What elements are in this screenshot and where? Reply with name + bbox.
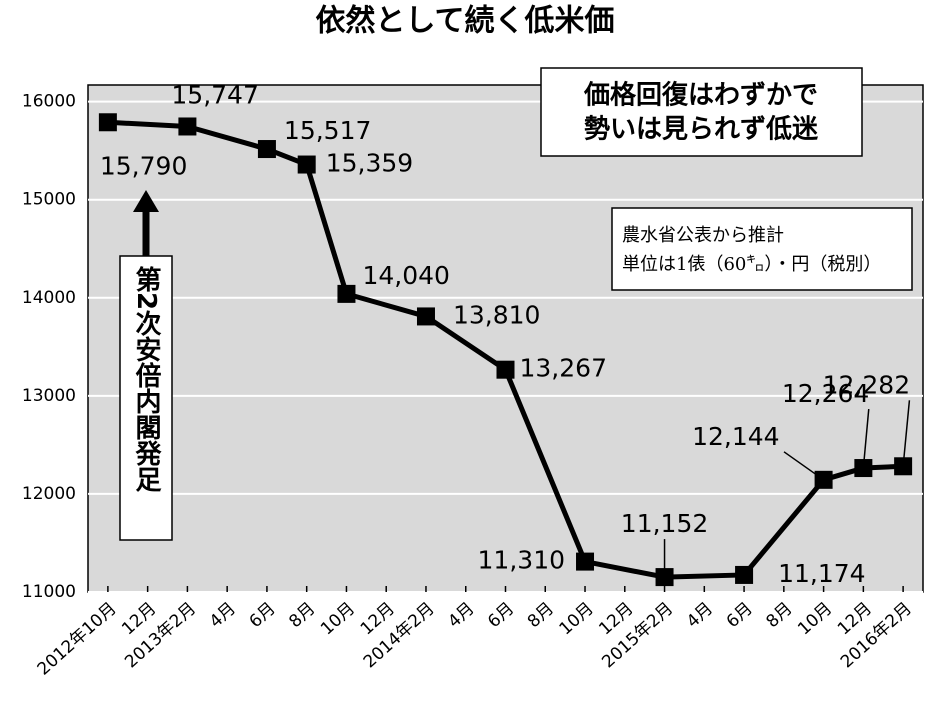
headline-box (540, 67, 863, 157)
value-label: 13,810 (453, 300, 540, 329)
point (496, 360, 515, 379)
note-box (611, 207, 913, 291)
event-label: 第2次安倍内閣発足 (131, 265, 162, 493)
point (98, 113, 117, 132)
x-tick-label: 10月 (794, 599, 836, 640)
x-tick-label: 6月 (246, 599, 280, 632)
y-tick-label: 14000 (22, 288, 76, 308)
value-label: 12,264 (782, 379, 869, 408)
value-label: 15,747 (171, 80, 258, 109)
point (337, 284, 356, 303)
leader (902, 400, 911, 467)
y-tick-label: 16000 (22, 92, 76, 112)
x-tick-label: 6月 (723, 599, 757, 632)
value-label: 11,152 (621, 509, 708, 538)
leader (783, 451, 825, 481)
value-label: 13,267 (520, 354, 607, 383)
headline: 価格回復はわずかで (583, 80, 818, 111)
point (416, 307, 435, 326)
value-label: 15,790 (100, 151, 187, 180)
leader (862, 408, 870, 469)
value-label: 15,359 (326, 149, 413, 178)
point (178, 117, 197, 136)
y-tick-label: 12000 (22, 484, 76, 504)
note: 農水省公表から推計 (622, 225, 784, 246)
value-label: 12,282 (823, 370, 910, 399)
x-tick-label: 8月 (285, 599, 319, 632)
headline: 勢いは見られず低迷 (584, 115, 819, 145)
point (257, 140, 276, 159)
point (576, 552, 595, 571)
note: 単位は1俵（60㌔）・円（税別） (622, 254, 881, 275)
value-label: 11,174 (778, 559, 865, 588)
value-label: 11,310 (478, 546, 565, 575)
x-tick-label: 4月 (444, 599, 478, 632)
x-tick-label: 10月 (556, 599, 598, 640)
chart-title: 依然として続く低米価 (315, 4, 614, 39)
x-tick-label: 4月 (683, 599, 717, 632)
x-tick-label: 8月 (524, 599, 558, 632)
value-label: 15,517 (284, 116, 371, 145)
plot-area (87, 84, 924, 593)
event-box (119, 255, 173, 541)
x-tick-label: 2012年10月 (34, 599, 121, 680)
y-tick-label: 15000 (22, 190, 76, 210)
value-label: 12,144 (692, 422, 779, 451)
y-tick-label: 13000 (22, 386, 76, 406)
point (297, 155, 316, 174)
point (735, 565, 754, 584)
x-tick-label: 6月 (484, 599, 518, 632)
y-tick-label: 11000 (22, 582, 76, 602)
value-label: 14,040 (362, 261, 449, 290)
x-tick-label: 4月 (206, 599, 240, 632)
event-arrowhead (133, 190, 159, 212)
x-tick-label: 10月 (317, 599, 359, 640)
x-tick-label: 8月 (762, 599, 796, 632)
